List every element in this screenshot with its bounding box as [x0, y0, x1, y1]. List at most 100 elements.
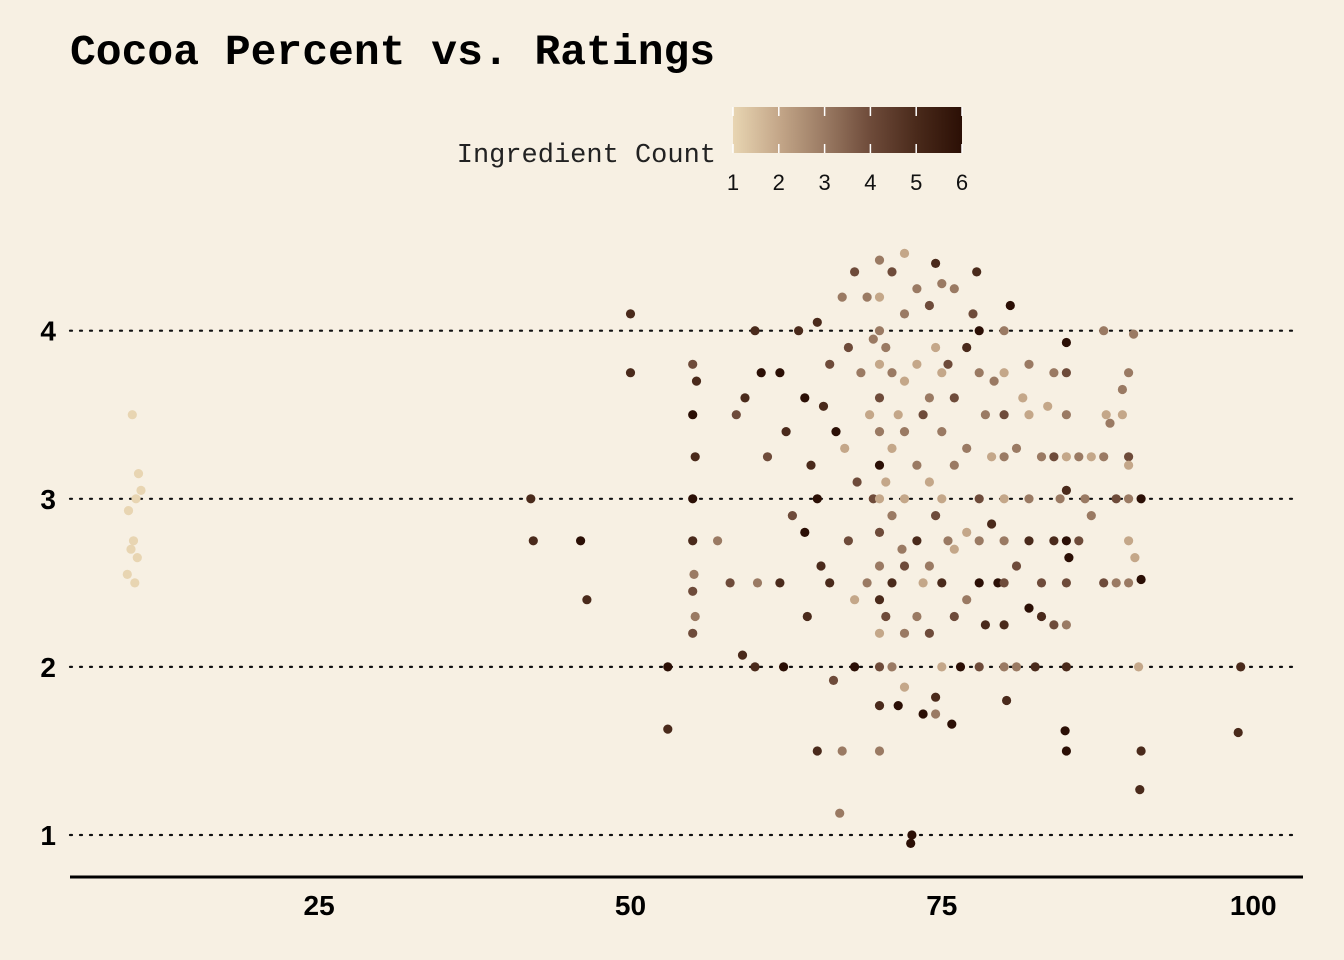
data-point	[974, 494, 984, 504]
data-point	[924, 561, 935, 571]
data-point	[740, 393, 750, 403]
data-point	[874, 393, 885, 403]
data-point	[949, 544, 959, 554]
data-point	[999, 620, 1009, 630]
data-point	[949, 460, 959, 470]
data-point	[881, 477, 891, 487]
data-point	[1061, 746, 1071, 756]
legend-tick-label: 5	[910, 170, 922, 195]
data-point	[131, 494, 141, 504]
data-point	[691, 376, 702, 386]
data-point	[865, 410, 875, 420]
data-point	[1011, 561, 1022, 571]
data-point	[779, 662, 789, 672]
data-point	[962, 595, 972, 605]
data-point	[1049, 620, 1059, 630]
data-point	[1099, 326, 1109, 336]
data-point	[1036, 611, 1047, 622]
data-point	[812, 746, 822, 756]
data-point	[787, 510, 798, 521]
data-point	[897, 544, 907, 554]
data-point	[1030, 662, 1040, 672]
data-point	[1018, 393, 1028, 403]
data-point	[968, 309, 978, 319]
data-point	[949, 393, 959, 403]
data-point	[850, 595, 860, 605]
data-point	[999, 536, 1009, 546]
x-tick-label: 25	[304, 890, 335, 921]
data-point	[831, 427, 841, 437]
data-point	[725, 578, 735, 588]
data-point	[868, 334, 878, 344]
data-point	[123, 506, 134, 516]
data-point	[874, 292, 885, 302]
data-point	[1002, 695, 1012, 706]
data-point	[576, 536, 586, 546]
data-point	[775, 368, 785, 378]
data-point	[1111, 578, 1121, 588]
data-point	[812, 317, 822, 327]
data-point	[1101, 410, 1111, 420]
data-point	[802, 611, 812, 622]
y-tick-label: 4	[40, 316, 56, 347]
data-point	[136, 485, 146, 495]
data-point	[974, 536, 984, 546]
legend-tick-label: 3	[818, 170, 830, 195]
data-point	[840, 443, 850, 453]
data-point	[806, 460, 816, 470]
data-point	[1011, 443, 1022, 453]
data-point	[837, 292, 847, 302]
legend-tick-label: 2	[773, 170, 785, 195]
data-point	[750, 662, 760, 672]
data-point	[887, 662, 897, 672]
data-point	[850, 662, 860, 672]
data-point	[1134, 662, 1144, 672]
data-point	[1086, 452, 1096, 462]
data-point	[127, 410, 137, 420]
data-point	[731, 410, 741, 420]
data-point	[1124, 368, 1134, 378]
data-point	[899, 682, 910, 692]
data-point	[1024, 603, 1034, 613]
data-point	[800, 527, 810, 538]
data-point	[1061, 368, 1071, 378]
data-point	[931, 258, 941, 268]
data-point	[1024, 536, 1034, 546]
data-point	[688, 410, 698, 420]
data-point	[874, 561, 885, 571]
data-point	[893, 410, 903, 420]
data-point	[980, 620, 991, 630]
data-point	[881, 611, 891, 622]
data-point	[899, 628, 910, 638]
data-point	[1099, 452, 1109, 462]
data-point	[625, 368, 636, 378]
data-point	[528, 536, 538, 546]
data-point	[122, 569, 132, 580]
x-tick-label: 75	[926, 890, 957, 921]
data-point	[937, 578, 947, 588]
data-point	[937, 427, 947, 437]
data-point	[1236, 662, 1246, 672]
data-point	[856, 368, 866, 378]
data-point	[899, 309, 910, 319]
data-point	[912, 460, 922, 470]
data-point	[974, 326, 984, 336]
data-point	[816, 561, 826, 571]
data-point	[1036, 578, 1047, 588]
data-point	[825, 578, 835, 588]
data-point	[999, 578, 1009, 588]
y-tick-label: 3	[40, 484, 56, 515]
data-point	[843, 342, 854, 353]
data-point	[899, 561, 910, 571]
data-point	[874, 460, 885, 470]
data-point	[689, 569, 699, 580]
data-point	[974, 578, 984, 588]
data-point	[752, 578, 763, 588]
data-point	[1136, 494, 1146, 504]
data-point	[690, 611, 700, 622]
y-tick-label: 2	[40, 652, 56, 683]
data-points	[122, 248, 1246, 849]
data-point	[713, 536, 723, 546]
data-point	[899, 376, 910, 386]
data-point	[1105, 418, 1115, 428]
